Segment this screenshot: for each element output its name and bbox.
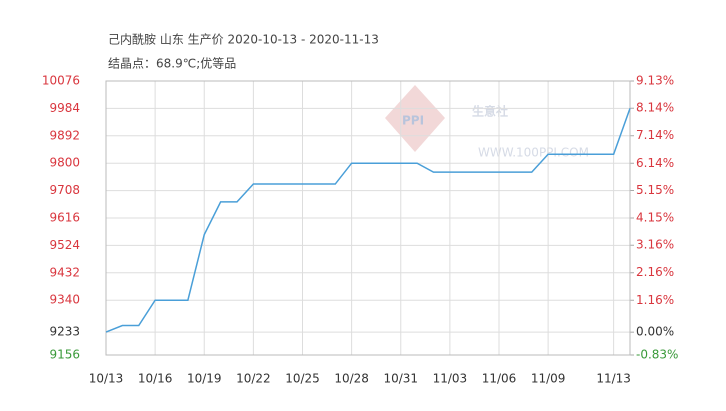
x-tick-label: 10/22 (236, 372, 271, 386)
y2-tick-label: 6.14% (636, 156, 674, 170)
x-tick-label: 10/28 (334, 372, 369, 386)
y-tick-label: 9156 (49, 348, 80, 362)
watermark (385, 85, 445, 152)
x-tick-label: 10/13 (89, 372, 124, 386)
y-tick-label: 9892 (49, 128, 80, 142)
x-tick-label: 11/06 (482, 372, 517, 386)
y-tick-label: 9708 (49, 183, 80, 197)
x-tick-label: 11/13 (596, 372, 631, 386)
chart-subtitle: 结晶点：68.9℃;优等品 (108, 57, 236, 71)
y-tick-label: 9524 (49, 238, 80, 252)
y2-tick-label: 3.16% (636, 238, 674, 252)
y-tick-label: 9340 (49, 293, 80, 307)
y2-tick-label: 1.16% (636, 293, 674, 307)
x-tick-label: 10/25 (285, 372, 320, 386)
x-tick-label: 10/16 (138, 372, 173, 386)
y2-tick-label: 4.15% (636, 211, 674, 225)
y2-tick-label: 0.00% (636, 325, 674, 339)
chart-title: 己内酰胺 山东 生产价 2020-10-13 - 2020-11-13 (108, 33, 379, 47)
y2-tick-label: 2.16% (636, 265, 674, 279)
x-tick-label: 11/03 (433, 372, 468, 386)
y-tick-label: 9233 (49, 325, 80, 339)
watermark-text: WWW.100PPI.COM (478, 146, 589, 160)
y2-tick-label: -0.83% (636, 348, 678, 362)
plot-frame (105, 80, 631, 356)
y2-tick-label: 7.14% (636, 128, 674, 142)
y2-tick-label: 8.14% (636, 101, 674, 115)
x-tick-label: 10/19 (187, 372, 222, 386)
y-tick-label: 10076 (42, 74, 80, 88)
y-tick-label: 9432 (49, 265, 80, 279)
data-line (105, 108, 631, 333)
watermark-text: PPI (402, 114, 424, 128)
y2-tick-label: 5.15% (636, 183, 674, 197)
watermark-text: 生意社 (472, 104, 508, 119)
x-tick-label: 11/09 (531, 372, 566, 386)
y2-tick-label: 9.13% (636, 74, 674, 88)
y-tick-label: 9984 (49, 101, 80, 115)
y-tick-label: 9616 (49, 211, 80, 225)
y-tick-label: 9800 (49, 156, 80, 170)
watermark-logo (385, 85, 445, 152)
x-tick-label: 10/31 (383, 372, 418, 386)
